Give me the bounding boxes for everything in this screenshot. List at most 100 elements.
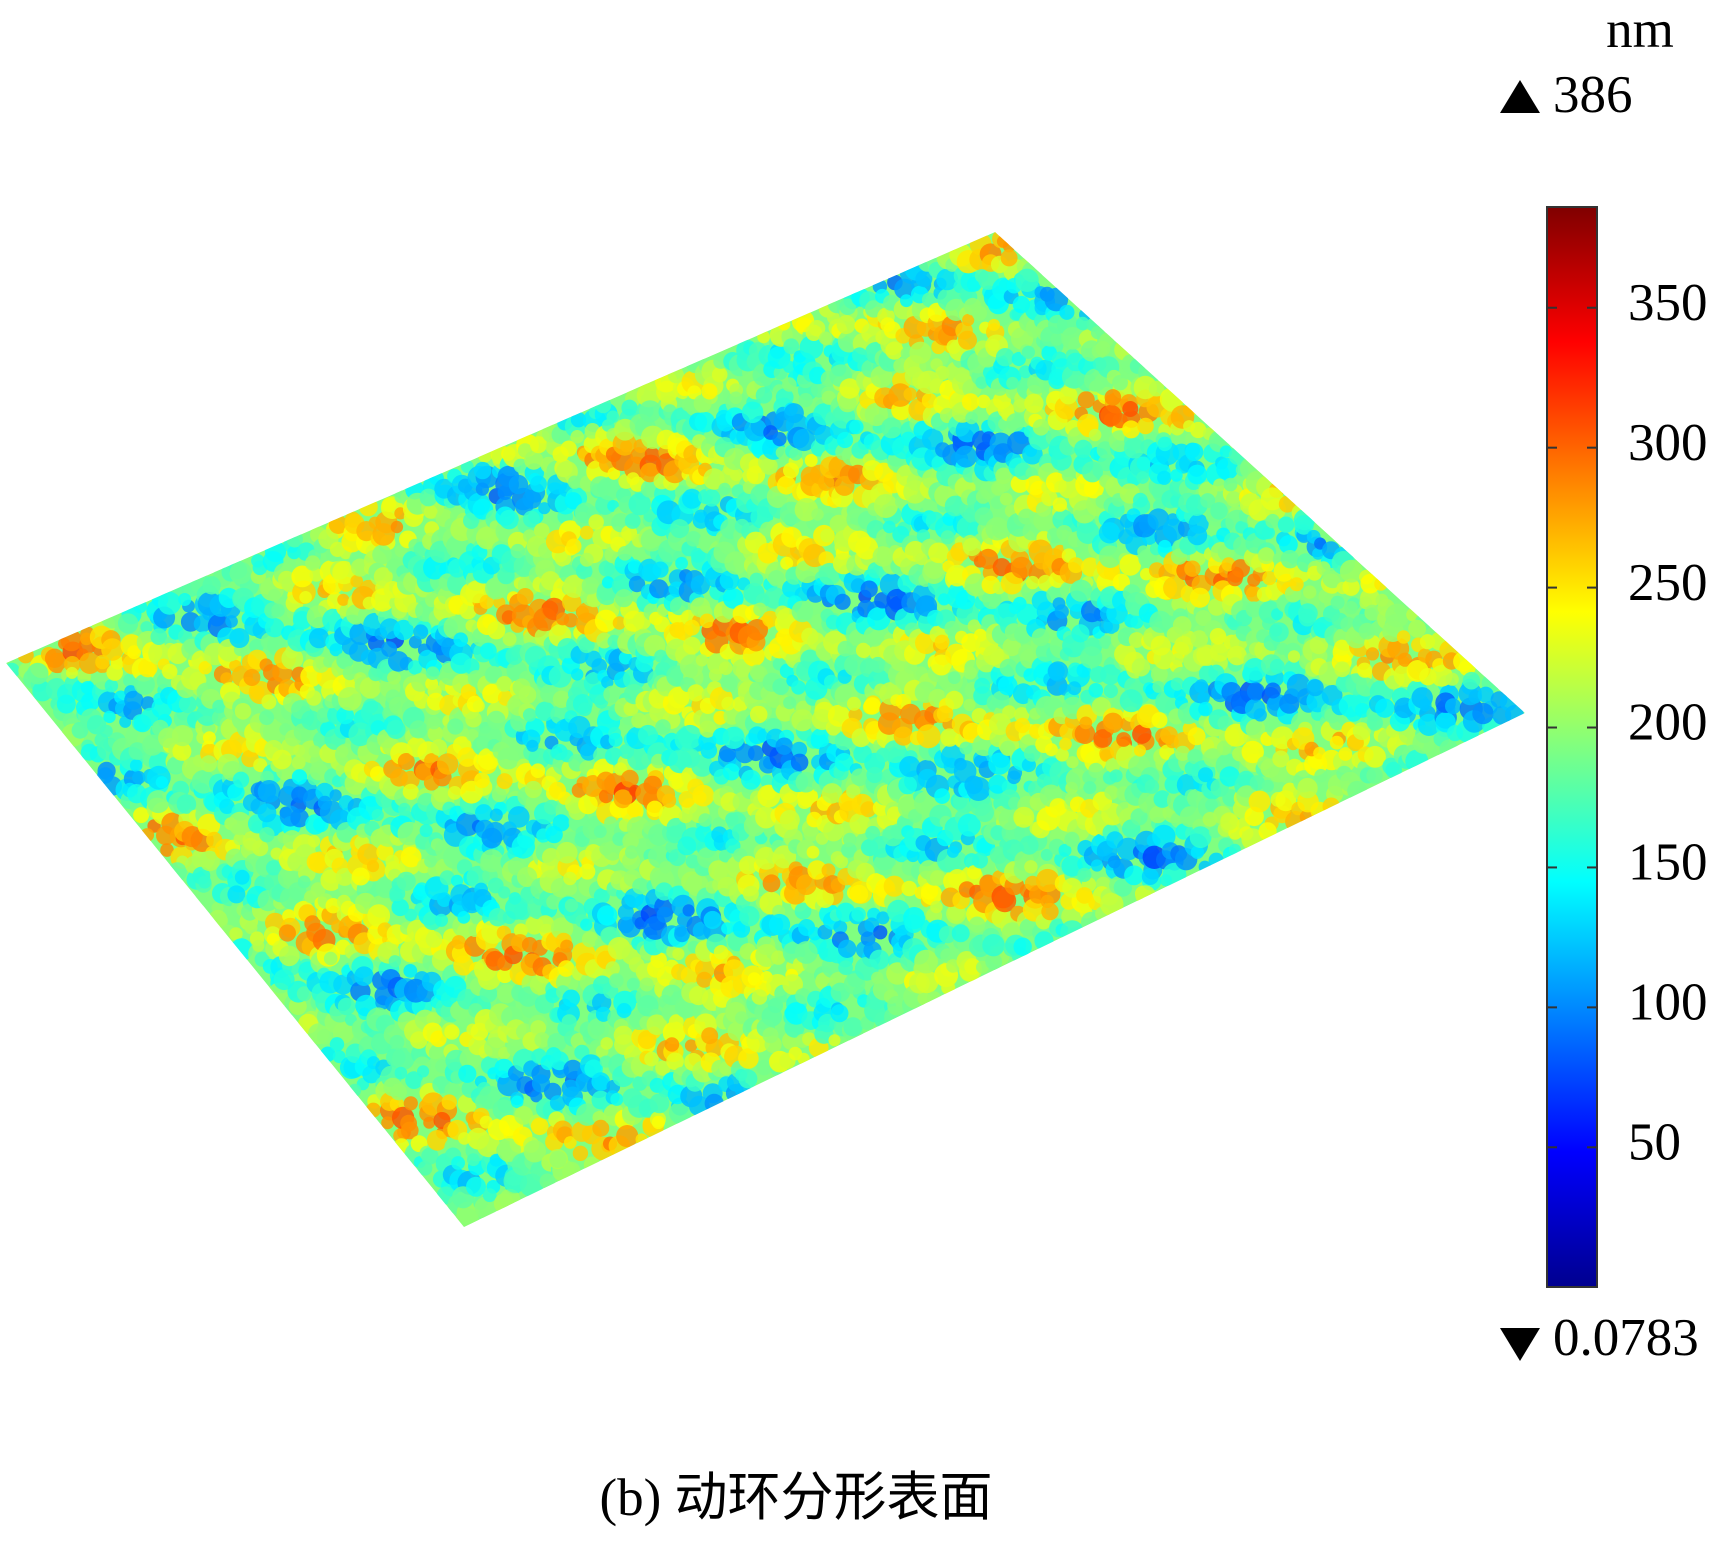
surface-texture [883,875,905,897]
surface-texture [882,825,904,847]
surface-texture [480,849,504,873]
surface-texture [791,709,814,732]
surface-texture [359,497,378,517]
surface-texture [1151,712,1168,729]
surface-texture [160,843,174,857]
surface-texture [229,561,252,585]
surface-texture [1347,780,1367,801]
surface-texture [1261,779,1275,793]
surface-texture [502,632,517,647]
surface-texture [1134,744,1146,757]
surface-texture [1071,624,1090,643]
surface-texture [699,613,715,629]
surface-texture [556,841,578,864]
surface-texture [1077,867,1092,882]
surface-texture [741,401,764,424]
surface-texture [398,802,411,816]
surface-texture [268,588,281,602]
surface-texture [544,799,559,815]
surface-texture [768,913,791,936]
surface-texture [225,615,238,628]
surface-texture [79,652,101,674]
surface-texture [1209,628,1227,645]
surface-texture [651,1115,666,1129]
surface-texture [934,788,950,804]
surface-texture [290,808,309,828]
surface-texture [1133,492,1148,508]
surface-texture [655,1060,671,1076]
surface-texture [581,931,599,948]
surface-texture [475,482,489,496]
surface-texture [497,747,520,770]
surface-texture [627,802,642,818]
surface-texture [1024,393,1044,414]
surface-texture [683,636,701,655]
surface-texture [836,315,856,335]
surface-texture [624,513,641,529]
surface-texture [480,642,497,660]
surface-texture [757,330,770,344]
surface-texture [742,885,759,902]
surface-texture [581,576,600,595]
surface-texture [811,508,824,521]
surface-texture [755,387,773,404]
surface-texture [1366,767,1383,784]
surface-texture [1119,689,1143,713]
surface-texture [390,1083,407,1101]
y-tick-label: 350 [1628,274,1708,332]
surface-texture [458,1132,471,1145]
surface-texture [1152,680,1165,693]
surface-texture [1135,885,1156,906]
surface-texture [291,755,306,770]
surface-texture [1088,762,1104,779]
surface-texture [101,638,124,661]
surface-texture [133,673,155,695]
surface-texture [176,794,197,814]
surface-texture [803,825,820,842]
surface-texture [259,710,275,726]
surface-texture [539,1173,555,1189]
surface-texture [229,927,243,941]
surface-texture [393,619,414,641]
surface-texture [296,986,312,1002]
surface-texture [610,1092,624,1106]
surface-texture [1026,575,1040,590]
surface-texture [409,720,428,739]
surface-texture [999,492,1013,506]
surface-texture [530,763,546,778]
surface-texture [955,445,977,468]
surface-texture [1277,516,1295,533]
surface-texture [457,911,471,924]
surface-texture [140,828,155,842]
surface-texture [351,867,370,886]
surface-texture [354,966,374,986]
surface-texture [916,724,941,749]
surface-texture [117,613,139,634]
surface-texture [430,739,448,756]
surface-texture [1116,732,1131,747]
surface-texture [1059,386,1078,405]
surface-texture [666,1052,684,1071]
surface-texture [830,1004,849,1023]
surface-texture [927,991,942,1006]
surface-texture [594,609,618,632]
surface-texture [762,874,781,893]
surface-texture [158,591,181,615]
surface-texture [410,1031,428,1049]
surface-texture [444,1024,460,1040]
surface-texture [366,860,380,873]
surface-texture [140,621,153,634]
surface-texture [1102,712,1124,733]
surface-texture [1189,587,1210,608]
surface-texture [387,670,401,685]
surface-texture [580,918,593,931]
surface-texture [373,567,393,587]
surface-texture [669,1101,692,1125]
surface-texture [595,397,612,414]
surface-texture [273,969,295,991]
surface-texture [741,769,761,790]
surface-texture [56,694,76,714]
surface-texture [436,753,459,775]
surface-texture [505,646,524,665]
surface-texture [563,1136,577,1149]
